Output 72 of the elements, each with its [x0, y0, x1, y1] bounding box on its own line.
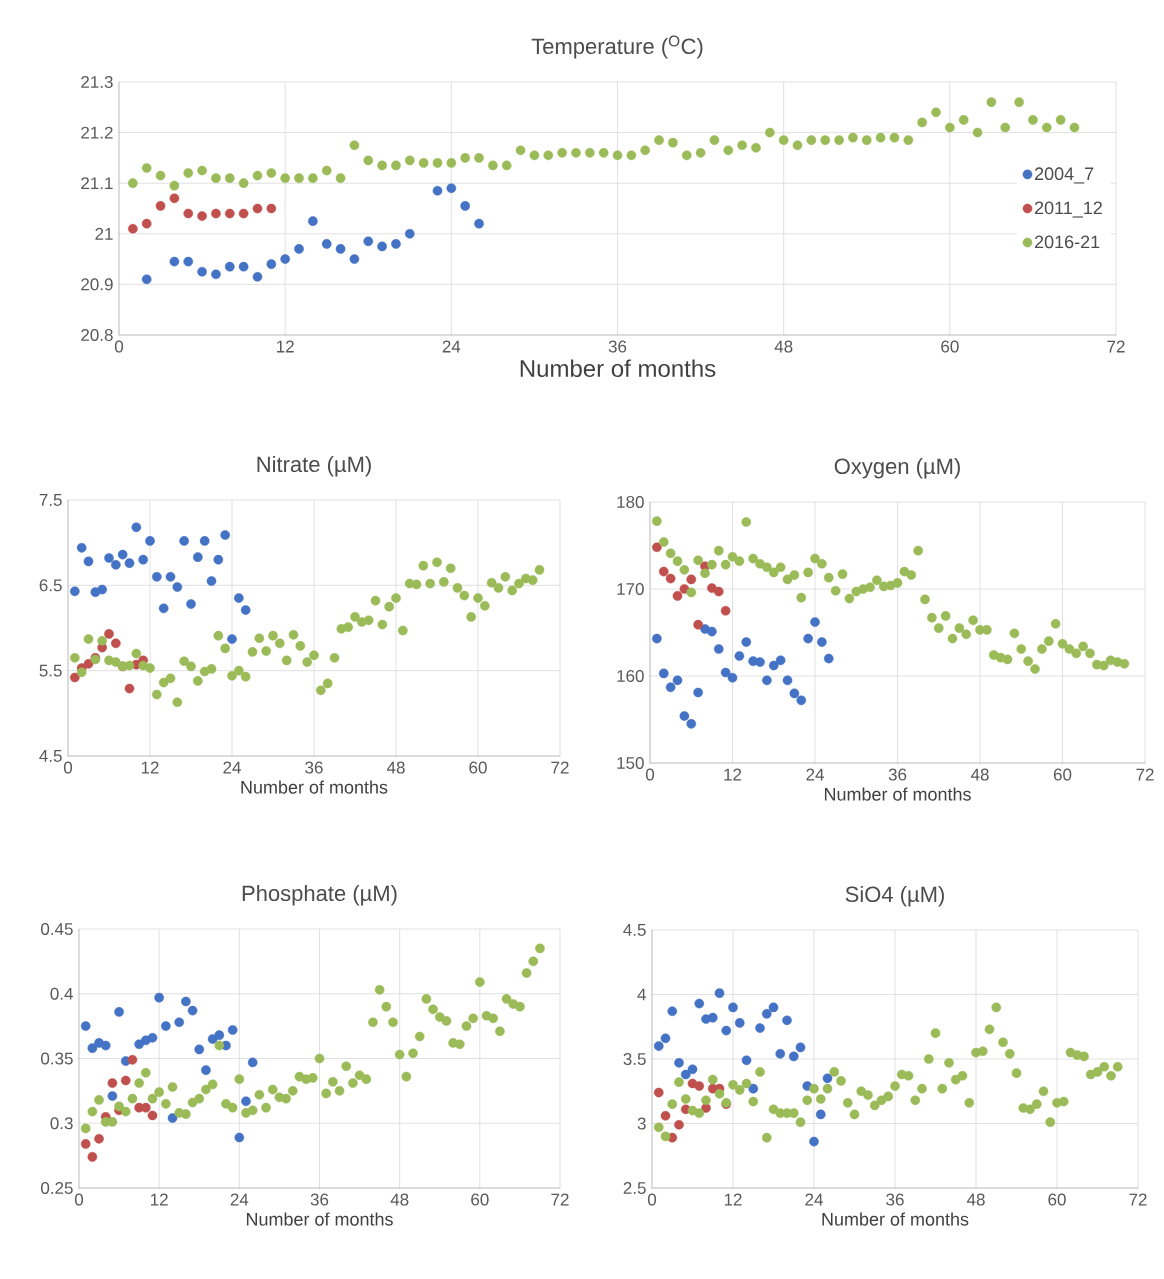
x-tick-label: 0: [114, 340, 124, 353]
y-tick-label: 0.25: [41, 1181, 73, 1195]
x-tick-label: 48: [390, 1193, 409, 1206]
x-tick-label: 72: [1129, 1193, 1147, 1206]
x-tick-label: 36: [888, 768, 907, 781]
x-axis-title: Number of months: [241, 780, 388, 794]
x-tick-label: 0: [645, 768, 655, 781]
y-tick-label: 21: [95, 227, 113, 240]
y-tick-label: 160: [617, 669, 644, 683]
y-tick-label: 4: [637, 988, 646, 1001]
chart-title: Phosphate (µM): [242, 884, 397, 906]
y-tick-label: 3: [637, 1117, 646, 1130]
x-tick-label: 12: [277, 340, 294, 353]
legend-label: 2011_12: [1034, 201, 1102, 218]
x-tick-label: 12: [724, 768, 742, 781]
x-tick-label: 36: [310, 1193, 329, 1206]
x-tick-label: 36: [608, 340, 627, 353]
x-tick-label: 60: [1053, 768, 1072, 781]
chart-title: Nitrate (µM): [257, 455, 371, 477]
y-tick-label: 21.3: [81, 75, 113, 89]
x-tick-label: 72: [551, 761, 569, 774]
x-tick-label: 48: [966, 1193, 985, 1206]
y-tick-label: 21.2: [81, 126, 113, 139]
x-tick-label: 72: [551, 1193, 569, 1206]
y-tick-label: 20.9: [81, 278, 113, 291]
y-tick-label: 0.45: [41, 922, 73, 936]
y-tick-label: 170: [617, 582, 644, 596]
x-axis-title: Number of months: [520, 359, 716, 378]
x-tick-label: 36: [305, 761, 323, 774]
x-tick-label: 48: [774, 340, 793, 353]
y-tick-label: 4.5: [39, 750, 62, 762]
x-tick-label: 60: [469, 761, 487, 774]
x-tick-label: 12: [151, 1193, 168, 1206]
x-tick-label: 0: [647, 1193, 657, 1206]
x-axis-title: Number of months: [824, 787, 971, 801]
y-tick-label: 180: [617, 495, 644, 509]
x-tick-label: 12: [141, 761, 159, 774]
y-tick-label: 21.1: [81, 177, 113, 190]
x-axis-title: Number of months: [822, 1212, 969, 1226]
x-tick-label: 60: [471, 1193, 489, 1206]
x-tick-label: 24: [805, 1193, 823, 1206]
y-tick-label: 4.5: [623, 924, 646, 936]
x-tick-label: 24: [806, 768, 824, 781]
x-axis-title: Number of months: [246, 1212, 393, 1226]
y-tick-label: 6.5: [39, 579, 62, 592]
x-tick-label: 24: [442, 340, 461, 353]
x-tick-label: 0: [63, 761, 73, 774]
x-tick-label: 12: [724, 1193, 742, 1206]
legend-label: 2016-21: [1034, 235, 1100, 249]
x-tick-label: 24: [223, 761, 241, 774]
legend-label: 2004_7: [1034, 167, 1094, 184]
y-tick-label: 0.35: [41, 1052, 73, 1065]
chart-title: Oxygen (µM): [834, 457, 960, 479]
y-tick-label: 0.3: [50, 1117, 73, 1130]
x-tick-label: 60: [1048, 1193, 1066, 1206]
x-tick-label: 48: [970, 768, 989, 781]
chart-title: SiO4 (µM): [845, 885, 944, 907]
x-tick-label: 72: [1107, 340, 1125, 353]
x-tick-label: 48: [386, 761, 405, 774]
x-tick-label: 24: [230, 1193, 249, 1206]
x-tick-label: 0: [74, 1193, 84, 1206]
x-tick-label: 60: [941, 340, 959, 353]
y-tick-label: 0.4: [50, 987, 73, 1000]
x-tick-label: 36: [886, 1193, 904, 1206]
y-tick-label: 150: [617, 756, 644, 770]
x-tick-label: 72: [1136, 768, 1154, 781]
chart-title: Temperature ($^{O}$C): [531, 35, 703, 59]
y-tick-label: 7.5: [39, 494, 62, 506]
y-tick-label: 2.5: [623, 1181, 646, 1195]
y-tick-label: 5.5: [39, 664, 62, 677]
y-tick-label: 20.8: [81, 328, 113, 342]
y-tick-label: 3.5: [623, 1052, 646, 1066]
